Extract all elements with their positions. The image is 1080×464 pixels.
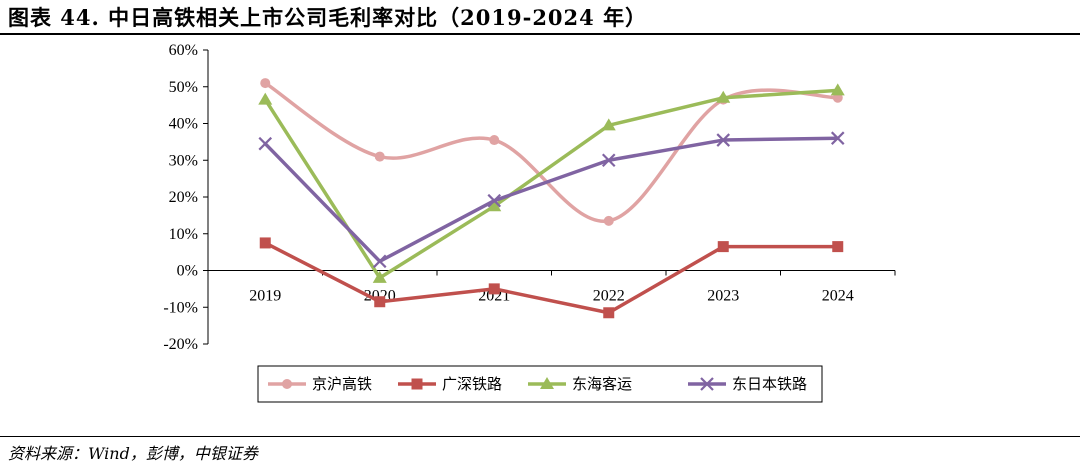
legend-item: 东海客运 bbox=[528, 375, 632, 393]
chart-series bbox=[258, 78, 845, 319]
y-tick-label: -20% bbox=[163, 336, 198, 353]
y-tick-label: 10% bbox=[169, 226, 198, 243]
legend-swatch-marker bbox=[540, 377, 554, 389]
chart-tick-labels: -20%-10%0%10%20%30%40%50%60%2019 2020 2021… bbox=[163, 42, 853, 353]
data-point bbox=[487, 193, 502, 208]
series-line bbox=[263, 241, 840, 315]
x-marker-stroke bbox=[487, 193, 502, 208]
data-point bbox=[603, 215, 614, 226]
series-4 bbox=[258, 131, 845, 269]
legend-label: 京沪高铁 bbox=[312, 375, 372, 393]
data-point bbox=[258, 92, 273, 105]
series-line bbox=[263, 81, 840, 223]
source-note: 资料来源：Wind，彭博，中银证券 bbox=[8, 444, 258, 463]
series-1 bbox=[260, 78, 843, 226]
data-point bbox=[830, 83, 845, 96]
x-marker-stroke bbox=[716, 133, 731, 147]
y-tick-label: 30% bbox=[169, 152, 198, 169]
legend-item: 东日本铁路 bbox=[688, 375, 807, 393]
data-point bbox=[489, 135, 500, 146]
y-tick-label: 0% bbox=[177, 263, 198, 280]
data-point bbox=[716, 90, 731, 103]
data-point bbox=[717, 241, 729, 253]
legend-item: 广深铁路 bbox=[398, 375, 502, 393]
data-point bbox=[603, 307, 615, 319]
legend-swatch-marker bbox=[282, 379, 292, 389]
data-point bbox=[487, 199, 502, 212]
x-marker-stroke bbox=[601, 153, 616, 168]
series-2 bbox=[259, 237, 844, 319]
y-tick-label: -10% bbox=[163, 299, 198, 316]
data-point bbox=[372, 254, 387, 269]
x-marker-stroke bbox=[372, 254, 387, 269]
x-marker-stroke bbox=[830, 131, 845, 145]
legend-label: 东日本铁路 bbox=[732, 375, 807, 393]
x-marker-stroke bbox=[700, 377, 714, 391]
data-point bbox=[601, 153, 616, 168]
x-tick-label: 2024 bbox=[822, 288, 854, 305]
data-point bbox=[374, 296, 386, 308]
legend-swatch-marker bbox=[411, 378, 423, 390]
data-point bbox=[258, 136, 273, 151]
x-marker-stroke bbox=[258, 136, 273, 151]
legend-item: 京沪高铁 bbox=[268, 375, 372, 393]
data-point bbox=[601, 118, 616, 131]
series-line bbox=[263, 88, 840, 280]
data-point bbox=[832, 241, 844, 253]
legend-swatch-marker bbox=[700, 377, 714, 391]
figure-title: 图表 44. 中日高铁相关上市公司毛利率对比（2019-2024 年） bbox=[8, 5, 648, 30]
data-point bbox=[830, 131, 845, 145]
y-tick-label: 20% bbox=[169, 189, 198, 206]
series-line bbox=[263, 136, 840, 264]
x-tick-label: 2023 bbox=[707, 288, 739, 305]
legend-label: 广深铁路 bbox=[442, 375, 502, 393]
chart-legend: 京沪高铁 广深铁路 东海客运 东日本铁路 bbox=[257, 365, 823, 403]
top-rule bbox=[0, 33, 1080, 35]
x-tick-label: 2019 bbox=[249, 288, 281, 305]
data-point bbox=[488, 283, 500, 295]
y-tick-label: 40% bbox=[169, 116, 198, 133]
x-tick-label: 2022 bbox=[593, 288, 625, 305]
bottom-rule bbox=[0, 436, 1080, 437]
data-point bbox=[260, 78, 271, 89]
data-point bbox=[374, 151, 385, 162]
data-point bbox=[716, 133, 731, 147]
data-point bbox=[372, 270, 387, 283]
y-tick-label: 50% bbox=[169, 79, 198, 96]
series-3 bbox=[258, 83, 845, 283]
data-point bbox=[259, 237, 271, 249]
legend-label: 东海客运 bbox=[572, 375, 632, 393]
y-tick-label: 60% bbox=[169, 42, 198, 59]
